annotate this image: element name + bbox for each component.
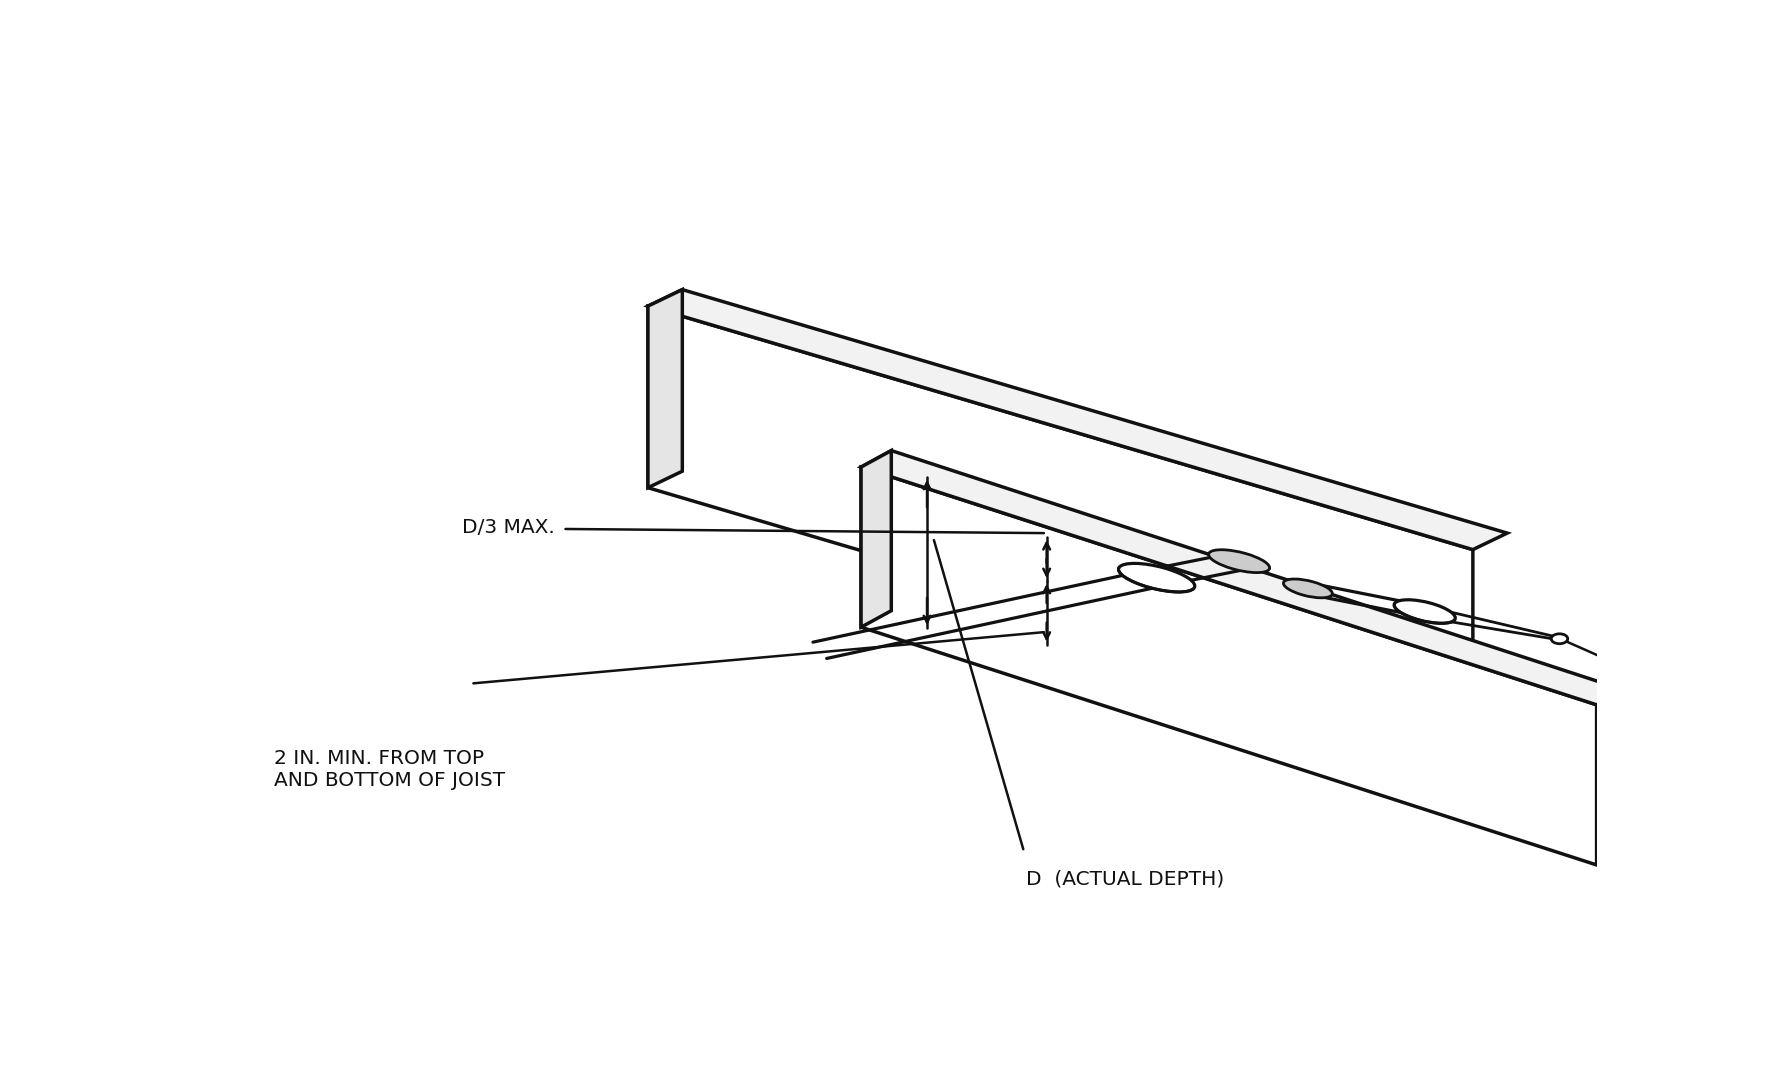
Text: D/3 MAX.: D/3 MAX.	[463, 518, 555, 537]
Polygon shape	[647, 289, 1507, 550]
Polygon shape	[860, 450, 1624, 704]
Circle shape	[1550, 634, 1567, 643]
Polygon shape	[860, 467, 1596, 865]
Text: 2 IN. MIN. FROM TOP
AND BOTTOM OF JOIST: 2 IN. MIN. FROM TOP AND BOTTOM OF JOIST	[273, 749, 505, 790]
Polygon shape	[647, 289, 683, 488]
Ellipse shape	[1282, 579, 1332, 598]
Polygon shape	[647, 307, 1472, 731]
Polygon shape	[860, 450, 890, 627]
Ellipse shape	[1119, 564, 1193, 592]
Ellipse shape	[1207, 550, 1269, 572]
Ellipse shape	[1394, 599, 1454, 623]
Text: D  (ACTUAL DEPTH): D (ACTUAL DEPTH)	[1025, 869, 1223, 889]
